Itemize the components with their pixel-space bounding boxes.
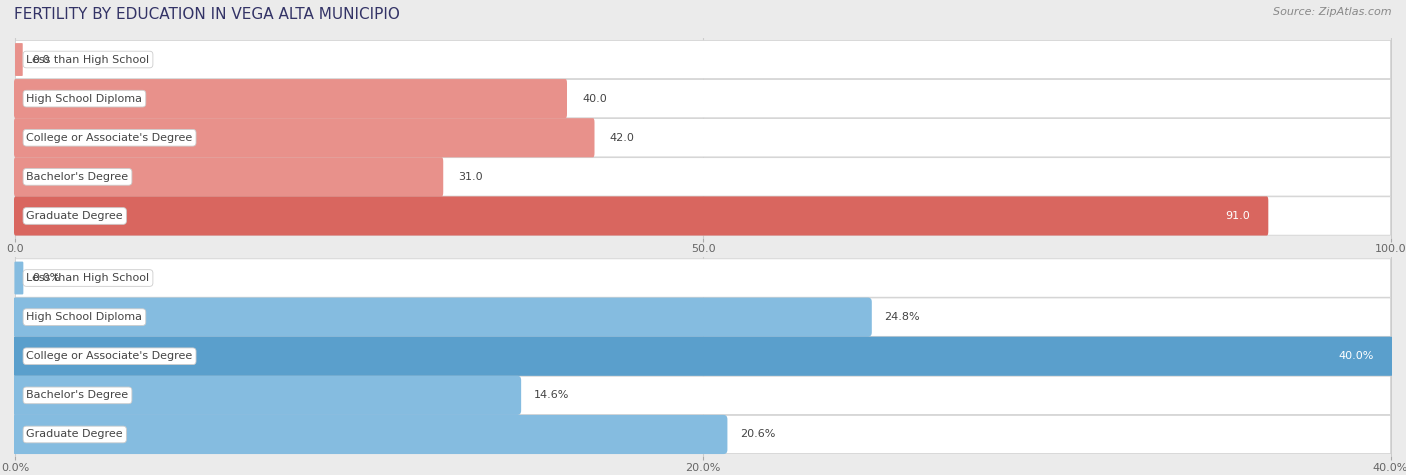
Text: 40.0%: 40.0% [1339,351,1374,361]
Text: 31.0: 31.0 [458,172,482,182]
FancyBboxPatch shape [15,298,1391,336]
Text: 91.0: 91.0 [1226,211,1250,221]
Text: 0.0: 0.0 [32,55,49,65]
Text: Less than High School: Less than High School [27,273,149,283]
FancyBboxPatch shape [15,337,1391,375]
FancyBboxPatch shape [15,79,1391,118]
Text: High School Diploma: High School Diploma [27,94,142,104]
Text: High School Diploma: High School Diploma [27,312,142,322]
FancyBboxPatch shape [15,40,1391,79]
Text: College or Associate's Degree: College or Associate's Degree [27,133,193,143]
Text: Bachelor's Degree: Bachelor's Degree [27,172,128,182]
FancyBboxPatch shape [14,118,595,157]
Text: College or Associate's Degree: College or Associate's Degree [27,351,193,361]
FancyBboxPatch shape [14,157,443,197]
FancyBboxPatch shape [15,158,1391,196]
Text: 20.6%: 20.6% [740,429,776,439]
Text: 42.0: 42.0 [609,133,634,143]
Text: Graduate Degree: Graduate Degree [27,211,124,221]
FancyBboxPatch shape [14,262,24,294]
Text: Source: ZipAtlas.com: Source: ZipAtlas.com [1274,7,1392,17]
FancyBboxPatch shape [11,376,522,415]
FancyBboxPatch shape [15,43,22,76]
FancyBboxPatch shape [11,337,1395,376]
FancyBboxPatch shape [11,297,872,337]
Text: FERTILITY BY EDUCATION IN VEGA ALTA MUNICIPIO: FERTILITY BY EDUCATION IN VEGA ALTA MUNI… [14,7,399,22]
FancyBboxPatch shape [11,415,727,454]
FancyBboxPatch shape [15,415,1391,454]
FancyBboxPatch shape [14,197,1268,236]
FancyBboxPatch shape [15,376,1391,415]
Text: Graduate Degree: Graduate Degree [27,429,124,439]
Text: 0.0%: 0.0% [32,273,60,283]
FancyBboxPatch shape [15,197,1391,235]
FancyBboxPatch shape [14,79,567,118]
Text: 40.0: 40.0 [582,94,607,104]
Text: Less than High School: Less than High School [27,55,149,65]
Text: Bachelor's Degree: Bachelor's Degree [27,390,128,400]
Text: 14.6%: 14.6% [534,390,569,400]
Text: 24.8%: 24.8% [884,312,920,322]
FancyBboxPatch shape [15,119,1391,157]
FancyBboxPatch shape [15,259,1391,297]
